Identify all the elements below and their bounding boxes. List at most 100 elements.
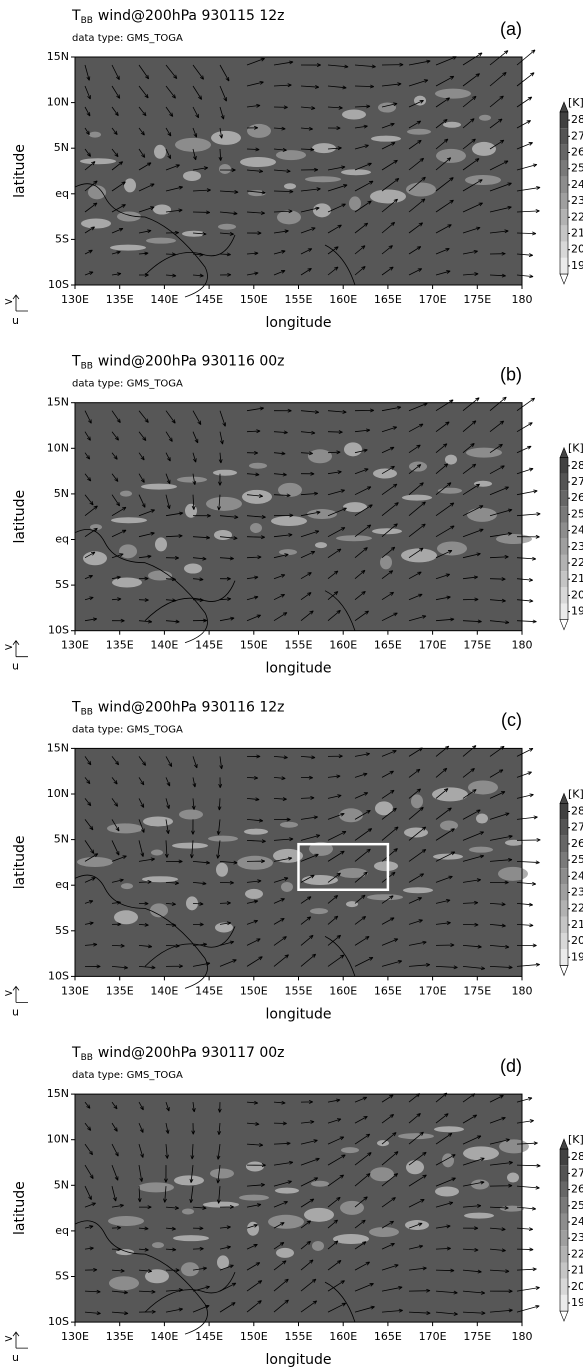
cloud	[411, 794, 423, 809]
wind-vector	[327, 470, 342, 475]
wind-vector	[327, 1174, 345, 1187]
wind-vector	[164, 1165, 168, 1183]
wind-vector	[516, 49, 536, 66]
wind-vector	[111, 597, 122, 602]
colorbar-tick-label: 280	[571, 459, 583, 472]
wind-vector	[435, 921, 451, 926]
cloud	[112, 577, 142, 588]
wind-vector	[111, 1122, 118, 1132]
wind-vector	[84, 106, 91, 117]
wind-vector	[354, 104, 371, 109]
cloud	[308, 449, 332, 464]
x-tick-label: 160E	[329, 984, 357, 997]
wind-vector	[273, 493, 291, 498]
wind-vector	[300, 126, 313, 131]
colorbar-segment	[560, 1262, 568, 1279]
wind-vector	[192, 231, 207, 236]
wind-vector	[192, 1305, 210, 1313]
wind-vector	[327, 105, 343, 110]
wind-vector	[381, 142, 396, 150]
wind-vector	[327, 450, 341, 455]
coastline	[74, 529, 356, 644]
y-tick-label: 5N	[54, 1178, 69, 1191]
wind-vector	[246, 775, 259, 780]
wind-vector	[84, 840, 95, 854]
x-tick-label: 170E	[419, 1330, 447, 1343]
y-tick-label: 15N	[47, 741, 69, 754]
wind-vector	[246, 147, 260, 152]
wind-vector	[192, 252, 204, 257]
wind-vector	[435, 1154, 456, 1166]
wind-vector	[381, 826, 399, 841]
y-tick-label: 10S	[48, 969, 69, 982]
wind-vector	[327, 1098, 341, 1103]
wind-vector	[381, 938, 399, 946]
wind-vector	[191, 798, 196, 810]
wind-vector	[516, 1119, 534, 1124]
colorbar-bottom	[559, 273, 569, 285]
wind-vector	[462, 854, 485, 862]
wind-vector	[381, 62, 404, 67]
vector-key-arrow	[12, 640, 28, 658]
x-tick-label: 165E	[374, 639, 402, 652]
wind-vector	[246, 535, 265, 540]
wind-vector	[381, 465, 395, 475]
wind-vector	[192, 942, 208, 947]
vector-key-arrow	[12, 1331, 28, 1349]
cloud	[476, 813, 488, 824]
wind-vector	[84, 551, 96, 559]
wind-vector	[462, 768, 475, 778]
wind-vector	[435, 1246, 451, 1251]
colorbar-segment	[560, 949, 568, 966]
wind-vector	[192, 85, 203, 100]
wind-vector	[84, 575, 93, 580]
wind-vector	[381, 570, 394, 580]
wind-vector	[354, 916, 367, 925]
subtitle: data type: GMS_TOGA	[72, 33, 183, 44]
colorbar-tick-label: 210	[571, 227, 583, 240]
wind-vector	[192, 64, 204, 80]
cloud	[81, 218, 111, 229]
cloud	[277, 210, 301, 225]
wind-vectors	[84, 49, 541, 279]
wind-vector	[462, 1203, 482, 1208]
wind-vector	[273, 574, 286, 580]
cloud	[305, 176, 341, 183]
cloud	[214, 529, 232, 540]
x-tick-label: 140E	[150, 639, 178, 652]
wind-vector	[408, 1199, 425, 1208]
wind-vector	[408, 59, 431, 66]
wind-vector	[462, 397, 480, 412]
wind-vector	[516, 598, 534, 603]
cloud	[341, 1147, 359, 1154]
wind-vector	[354, 1241, 367, 1250]
colorbar-top	[559, 792, 569, 804]
wind-vector	[111, 1311, 129, 1316]
wind-vector	[273, 1160, 294, 1166]
colorbar-tick-label: 200	[571, 934, 583, 947]
wind-vector	[462, 443, 475, 454]
cloud	[213, 469, 237, 476]
wind-vector	[111, 1203, 124, 1208]
colorbar-segment	[560, 506, 568, 523]
colorbar-segment	[560, 933, 568, 950]
wind-vector	[354, 180, 374, 192]
cloud	[83, 551, 107, 566]
cloud	[349, 196, 361, 211]
x-tick-label: 175E	[463, 293, 491, 306]
wind-vector	[327, 246, 339, 255]
wind-vector	[273, 1100, 286, 1105]
cloud	[312, 1240, 324, 1251]
wind-vector	[327, 64, 349, 69]
wind-vector	[246, 190, 266, 195]
colorbar-segment	[560, 916, 568, 933]
x-tick-label: 175E	[463, 639, 491, 652]
wind-vector	[111, 85, 121, 99]
wind-vector	[489, 443, 503, 454]
wind-vector	[273, 1260, 287, 1271]
cloud	[500, 1205, 524, 1212]
x-tick-label: 155E	[285, 1330, 313, 1343]
wind-vector	[219, 536, 238, 540]
wind-vector	[354, 828, 373, 841]
wind-vector	[408, 897, 423, 904]
